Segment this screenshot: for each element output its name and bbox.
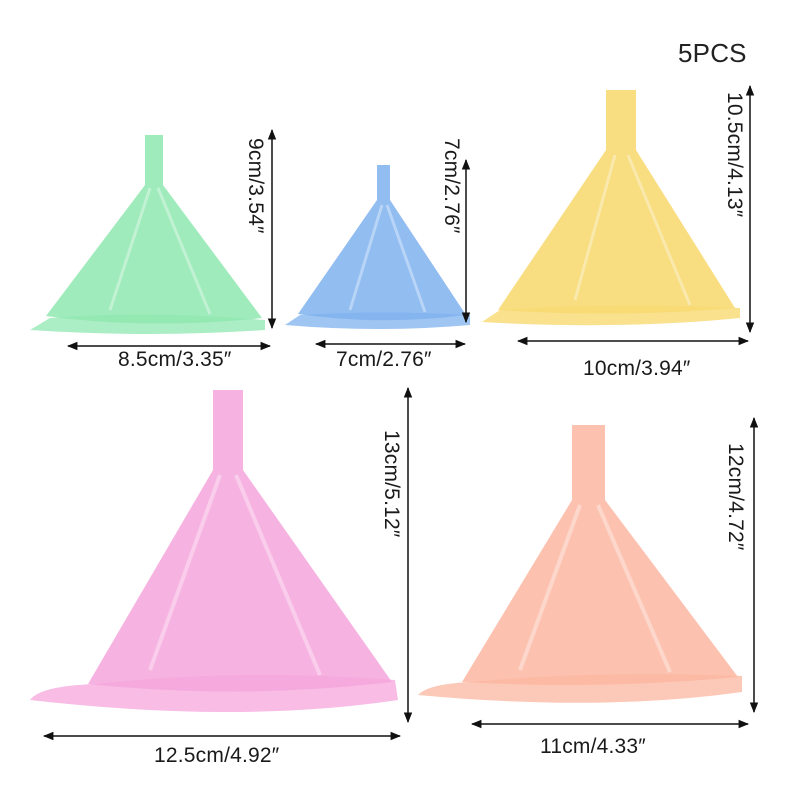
- funnel-body: [418, 425, 742, 703]
- height-label-blue: 7cm/2.76″: [440, 138, 463, 234]
- funnel-green: [30, 128, 277, 351]
- width-label-yellow: 10cm/3.94″: [583, 357, 691, 380]
- funnel-body: [482, 90, 740, 326]
- funnel-cone: [298, 165, 466, 321]
- funnel-body: [30, 390, 398, 712]
- funnel-body: [285, 165, 470, 329]
- width-label-green: 8.5cm/3.35″: [118, 348, 232, 371]
- funnel-blue: [285, 158, 471, 349]
- pack-count-label: 5PCS: [678, 38, 747, 68]
- funnel-cone: [498, 90, 735, 314]
- funnel-pink: [30, 386, 413, 741]
- height-label-pink: 13cm/5.12″: [380, 430, 403, 538]
- funnel-yellow: [482, 84, 755, 346]
- height-label-peach: 12cm/4.72″: [724, 443, 747, 551]
- height-label-yellow: 10.5cm/4.13″: [723, 92, 746, 218]
- funnel-body: [30, 135, 265, 334]
- funnel-cone: [462, 425, 738, 686]
- width-label-pink: 12.5cm/4.92″: [154, 744, 280, 767]
- width-label-blue: 7cm/2.76″: [336, 348, 432, 371]
- funnel-peach: [418, 416, 759, 729]
- funnel-cone: [88, 390, 392, 692]
- funnel-cone: [46, 135, 262, 324]
- height-label-green: 9cm/3.54″: [244, 138, 267, 234]
- width-label-peach: 11cm/4.33″: [540, 735, 646, 758]
